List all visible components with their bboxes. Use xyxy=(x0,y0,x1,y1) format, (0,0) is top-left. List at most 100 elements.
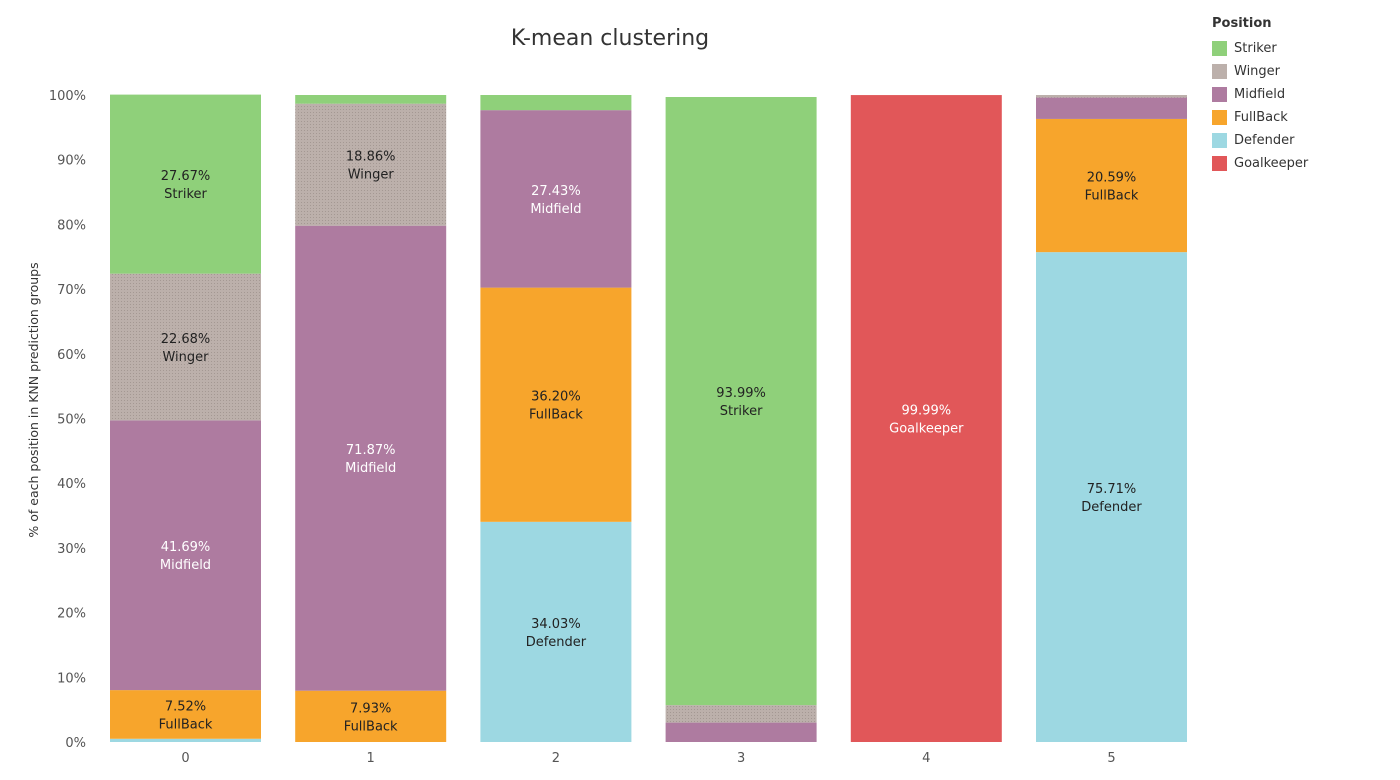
data-label-series: Midfield xyxy=(530,202,581,217)
bar-segment-3-striker xyxy=(665,97,817,706)
x-tick-2: 2 xyxy=(552,751,560,766)
data-label-4-goalkeeper: 99.99% Goalkeeper xyxy=(889,404,964,437)
data-label-series: FullBack xyxy=(529,408,583,423)
y-axis-ticks: 0% 10% 20% 30% 40% 50% 60% 70% 80% 90% 100% xyxy=(49,89,86,751)
x-tick-1: 1 xyxy=(367,751,375,766)
bar-segment-4-goalkeeper xyxy=(850,95,1002,742)
legend-swatch-defender xyxy=(1212,133,1227,148)
bar-segment-5-defender xyxy=(1036,252,1187,742)
data-label-value: 7.52% xyxy=(165,699,206,714)
bar-segment-1-winger xyxy=(295,103,447,226)
data-label-1-winger: 18.86% Winger xyxy=(346,150,396,183)
data-label-value: 71.87% xyxy=(346,443,396,458)
bar-segment-0-winger xyxy=(110,273,261,421)
data-label-series: Winger xyxy=(162,350,209,365)
data-label-value: 93.99% xyxy=(716,386,766,401)
y-tick-90-: 90% xyxy=(57,154,86,169)
legend-swatch-fullback xyxy=(1212,110,1227,125)
bar-segment-3-midfield xyxy=(665,722,817,742)
data-label-2-fullback: 36.20% FullBack xyxy=(529,390,583,423)
data-label-value: 22.68% xyxy=(161,332,211,347)
legend-item-defender: Defender xyxy=(1212,129,1308,152)
bar-segment-0-striker xyxy=(110,94,261,274)
legend-swatch-striker xyxy=(1212,41,1227,56)
bar-segment-5-fullback xyxy=(1036,118,1187,253)
bar-segment-1-fullback xyxy=(295,690,447,742)
legend-label-fullback: FullBack xyxy=(1234,110,1288,125)
legend-item-goalkeeper: Goalkeeper xyxy=(1212,152,1308,175)
data-label-5-fullback: 20.59% FullBack xyxy=(1085,171,1139,204)
x-tick-3: 3 xyxy=(737,751,745,766)
bars-group xyxy=(110,94,1187,742)
legend-item-fullback: FullBack xyxy=(1212,106,1308,129)
data-label-0-midfield: 41.69% Midfield xyxy=(160,540,211,573)
legend-swatch-goalkeeper xyxy=(1212,156,1227,171)
y-tick-20-: 20% xyxy=(57,607,86,622)
x-tick-0: 0 xyxy=(181,751,189,766)
chart-title: K-mean clustering xyxy=(511,26,709,51)
y-tick-10-: 10% xyxy=(57,671,86,686)
data-label-value: 7.93% xyxy=(350,701,391,716)
legend-item-midfield: Midfield xyxy=(1212,83,1308,106)
data-label-series: FullBack xyxy=(1085,189,1139,204)
data-label-0-winger: 22.68% Winger xyxy=(161,332,211,365)
y-tick-50-: 50% xyxy=(57,413,86,428)
x-tick-4: 4 xyxy=(922,751,930,766)
bar-segment-5-midfield xyxy=(1036,97,1187,119)
bar-segment-3-winger xyxy=(665,705,817,723)
data-label-series: Striker xyxy=(720,404,763,419)
bar-segment-2-defender xyxy=(480,521,632,742)
legend-label-midfield: Midfield xyxy=(1234,87,1286,102)
data-label-2-midfield: 27.43% Midfield xyxy=(530,184,581,217)
data-label-value: 75.71% xyxy=(1087,482,1137,497)
x-axis-ticks: 0 1 2 3 4 5 xyxy=(181,751,1115,766)
legend-label-winger: Winger xyxy=(1234,64,1281,79)
data-label-1-fullback: 7.93% FullBack xyxy=(344,701,398,734)
data-label-series: Midfield xyxy=(345,461,396,476)
data-label-0-striker: 27.67% Striker xyxy=(161,169,211,202)
legend-label-defender: Defender xyxy=(1234,133,1295,148)
data-label-series: Goalkeeper xyxy=(889,422,964,437)
bar-segment-2-fullback xyxy=(480,287,632,522)
data-label-series: Midfield xyxy=(160,558,211,573)
legend-items: Striker Winger Midfield FullBack Defender Goa… xyxy=(1212,37,1308,175)
bar-segment-0-fullback xyxy=(110,690,261,739)
bar-segment-1-midfield xyxy=(295,225,447,691)
y-tick-80-: 80% xyxy=(57,218,86,233)
data-label-5-defender: 75.71% Defender xyxy=(1081,482,1142,515)
data-label-series: FullBack xyxy=(344,719,398,734)
data-label-value: 34.03% xyxy=(531,617,581,632)
data-label-series: Defender xyxy=(526,635,587,650)
y-tick-60-: 60% xyxy=(57,348,86,363)
data-label-series: Defender xyxy=(1081,500,1142,515)
y-tick-30-: 30% xyxy=(57,542,86,557)
legend: Position Striker Winger Midfield FullBack De… xyxy=(1212,16,1308,175)
legend-title: Position xyxy=(1212,16,1272,31)
y-tick-40-: 40% xyxy=(57,477,86,492)
data-label-value: 99.99% xyxy=(902,404,952,419)
data-label-3-striker: 93.99% Striker xyxy=(716,386,766,419)
data-label-1-midfield: 71.87% Midfield xyxy=(345,443,396,476)
y-tick-70-: 70% xyxy=(57,283,86,298)
legend-label-striker: Striker xyxy=(1234,41,1277,56)
legend-item-winger: Winger xyxy=(1212,60,1308,83)
legend-swatch-winger xyxy=(1212,64,1227,79)
data-label-2-defender: 34.03% Defender xyxy=(526,617,587,650)
bar-segment-5-winger xyxy=(1036,95,1187,98)
y-tick-0-: 0% xyxy=(65,736,86,751)
y-axis-label: % of each position in KNN prediction gro… xyxy=(26,262,41,537)
data-label-series: Winger xyxy=(348,168,395,183)
y-tick-100-: 100% xyxy=(49,89,86,104)
bar-segment-2-midfield xyxy=(480,110,632,288)
data-label-value: 36.20% xyxy=(531,390,581,405)
x-tick-5: 5 xyxy=(1107,751,1115,766)
data-label-value: 27.67% xyxy=(161,169,211,184)
legend-item-striker: Striker xyxy=(1212,37,1308,60)
data-label-value: 20.59% xyxy=(1087,171,1137,186)
data-label-value: 18.86% xyxy=(346,150,396,165)
data-label-series: FullBack xyxy=(159,717,213,732)
data-label-value: 27.43% xyxy=(531,184,581,199)
bar-segment-0-midfield xyxy=(110,420,261,691)
data-label-series: Striker xyxy=(164,187,207,202)
